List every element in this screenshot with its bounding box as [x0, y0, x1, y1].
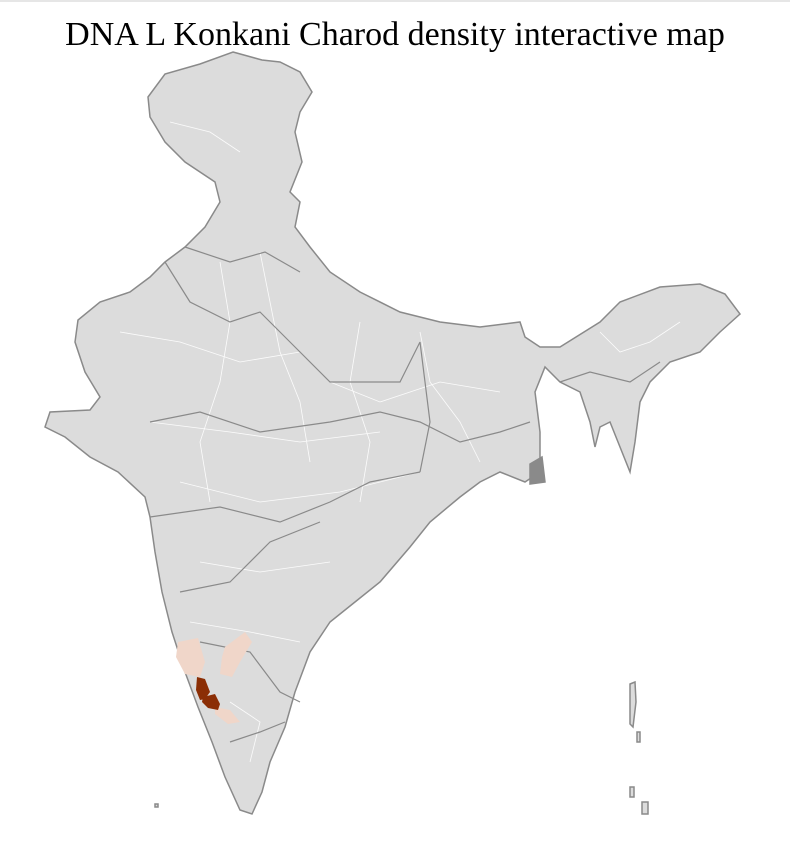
- district-boundaries: [119, 121, 681, 763]
- region-low-density[interactable]: [220, 632, 252, 677]
- lakshadweep-islands[interactable]: [154, 803, 159, 808]
- map-title: DNA L Konkani Charod density interactive…: [65, 16, 725, 53]
- state-boundaries: [149, 246, 661, 743]
- region-low-density[interactable]: [176, 638, 205, 677]
- andaman-nicobar-islands[interactable]: [629, 680, 649, 815]
- density-regions: [176, 632, 252, 724]
- region-low-density[interactable]: [215, 707, 240, 724]
- region-high-density[interactable]: [202, 694, 220, 710]
- region-high-density[interactable]: [196, 677, 210, 700]
- mainland-india[interactable]: [44, 51, 742, 815]
- sundarbans-delta[interactable]: [529, 455, 546, 485]
